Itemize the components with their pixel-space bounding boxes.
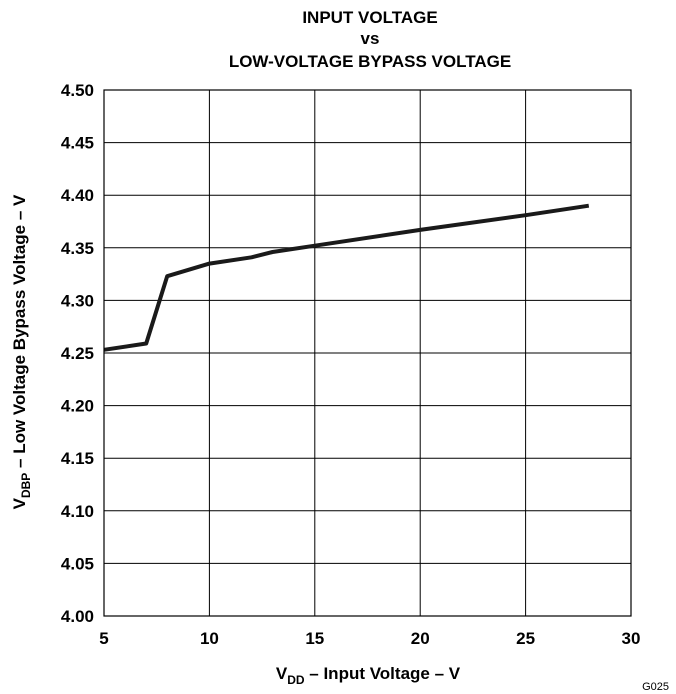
y-tick-labels: 4.00 4.05 4.10 4.15 4.20 4.25 4.30 4.35 4.40 4.45… xyxy=(61,81,94,626)
x-axis-label: VDD – Input Voltage – V xyxy=(276,664,461,687)
y-tick-label: 4.05 xyxy=(61,554,94,573)
y-tick-label: 4.30 xyxy=(61,291,94,310)
y-tick-label: 4.45 xyxy=(61,134,94,153)
x-tick-label: 20 xyxy=(411,629,430,648)
chart-title-line-2: vs xyxy=(361,29,380,48)
x-tick-label: 30 xyxy=(622,629,641,648)
y-tick-label: 4.20 xyxy=(61,397,94,416)
x-tick-label: 5 xyxy=(99,629,108,648)
x-axis-label-main: V xyxy=(276,664,288,683)
y-tick-label: 4.25 xyxy=(61,344,94,363)
y-axis-label: VDBP – Low Voltage Bypass Voltage – V xyxy=(10,194,33,509)
y-axis-label-main: V xyxy=(10,497,29,509)
y-tick-label: 4.15 xyxy=(61,449,94,468)
series-layer xyxy=(103,203,590,352)
series-line-0 xyxy=(103,203,590,352)
x-tick-label: 25 xyxy=(516,629,535,648)
y-tick-label: 4.50 xyxy=(61,81,94,100)
y-axis-label-rest: – Low Voltage Bypass Voltage – V xyxy=(10,194,29,473)
chart-title-line-3: LOW-VOLTAGE BYPASS VOLTAGE xyxy=(229,52,511,71)
x-axis-label-subscript: DD xyxy=(287,673,305,687)
y-tick-label: 4.10 xyxy=(61,502,94,521)
x-tick-labels: 5 10 15 20 25 30 xyxy=(99,629,640,648)
x-axis-label-rest: – Input Voltage – V xyxy=(305,664,461,683)
y-tick-label: 4.40 xyxy=(61,186,94,205)
y-tick-label: 4.00 xyxy=(61,607,94,626)
plot-area-frame xyxy=(103,89,632,617)
y-axis-label-subscript: DBP xyxy=(19,473,33,498)
x-tick-label: 10 xyxy=(200,629,219,648)
chart-title: INPUT VOLTAGE vs LOW-VOLTAGE BYPASS VOLT… xyxy=(229,8,511,71)
chart-title-line-1: INPUT VOLTAGE xyxy=(302,8,437,27)
figure-id: G025 xyxy=(642,681,669,693)
grid-lines xyxy=(103,89,632,617)
y-tick-label: 4.35 xyxy=(61,239,94,258)
x-tick-label: 15 xyxy=(305,629,324,648)
